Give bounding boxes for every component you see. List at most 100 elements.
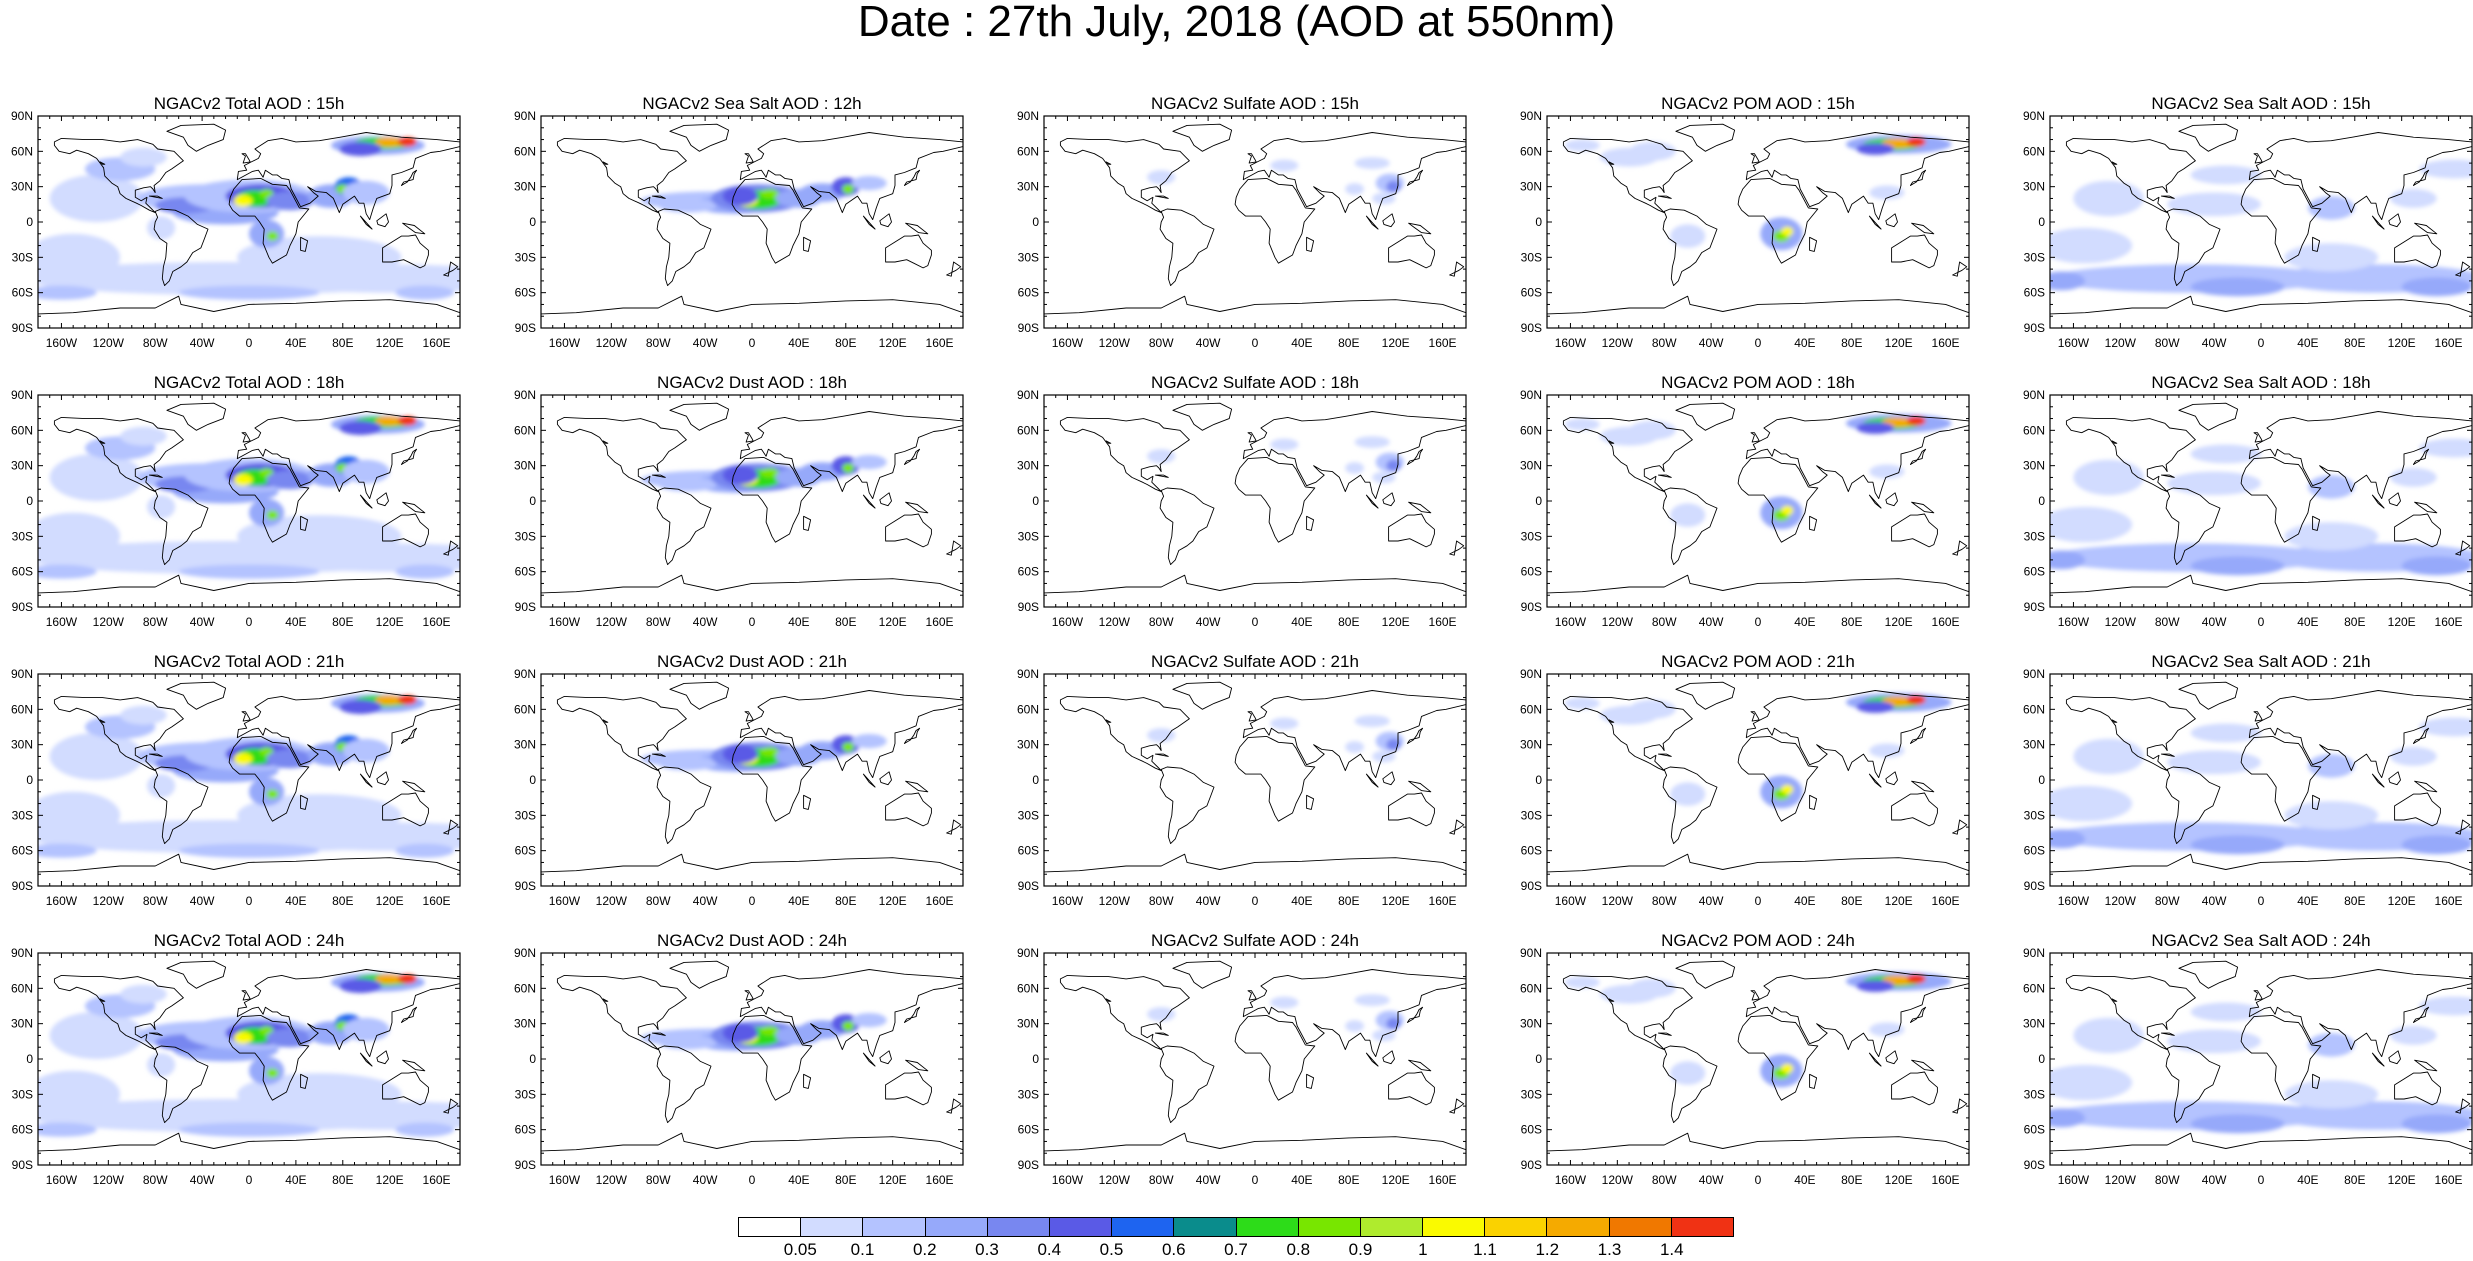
aod-map: 90N 60N 30N 0 30S 60S 90S 160W 120W 80W 40W 0 40E 80E…: [514, 388, 964, 629]
aod-field-blob: [2050, 506, 2133, 543]
lon-tick-label: 40E: [2297, 615, 2318, 629]
map-panel-sulfate-3: NGACv2 Sulfate AOD : 24h 90N 60N 30N 0 30S 60S…: [1006, 931, 1506, 1201]
aod-field-blob: [2190, 444, 2261, 464]
lon-tick-label: 80E: [835, 336, 856, 350]
coastline: [656, 1045, 712, 1124]
aod-field-blob: [397, 974, 417, 984]
aod-map: 90N 60N 30N 0 30S 60S 90S 160W 120W 80W 40W 0 40E 80E…: [1520, 667, 1970, 908]
coastline: [228, 1014, 310, 1101]
coastline: [400, 169, 418, 186]
lat-tick-label: 0: [1535, 1052, 1542, 1066]
aod-map: 90N 60N 30N 0 30S 60S 90S 160W 120W 80W 40W 0 40E 80E…: [1017, 946, 1467, 1187]
coastline: [443, 261, 459, 277]
lat-tick-label: 0: [2038, 215, 2045, 229]
colorbar-label: 1.2: [1535, 1240, 1560, 1259]
lon-tick-label: 40E: [1291, 894, 1312, 908]
lat-tick-label: 30S: [1521, 1087, 1542, 1101]
coastline: [803, 236, 812, 252]
page-title: Date : 27th July, 2018 (AOD at 550nm): [857, 0, 1616, 46]
coastline: [1059, 137, 1190, 214]
colorbar-swatch: [987, 1218, 1050, 1236]
coastline: [2414, 780, 2438, 793]
lat-tick-label: 90N: [11, 109, 33, 123]
lat-tick-label: 60N: [1017, 423, 1039, 437]
coastline: [443, 1098, 459, 1114]
coastline: [903, 169, 921, 186]
lon-tick-label: 40W: [1196, 1173, 1221, 1187]
aod-field-blob: [49, 732, 144, 780]
coastline: [556, 416, 687, 493]
lon-tick-label: 80W: [646, 615, 671, 629]
lat-tick-label: 30N: [1520, 1017, 1542, 1031]
lon-tick-label: 0: [749, 336, 756, 350]
panel-title: NGACv2 Total AOD : 21h: [153, 652, 345, 671]
aod-field-blob: [1856, 701, 1894, 713]
coastline: [541, 574, 963, 607]
lat-tick-label: 90S: [12, 600, 33, 614]
coastline: [1885, 213, 1898, 228]
aod-field-blob: [2307, 1033, 2355, 1057]
lat-tick-label: 60S: [515, 1123, 536, 1137]
lon-tick-label: 80E: [835, 1173, 856, 1187]
lon-tick-label: 0: [749, 894, 756, 908]
coastline: [2160, 195, 2175, 199]
aod-map: 90N 60N 30N 0 30S 60S 90S 160W 120W 80W 40W 0 40E 80E…: [2023, 109, 2473, 350]
lat-tick-label: 60S: [2024, 286, 2045, 300]
coastline: [1172, 960, 1233, 989]
coastline: [2160, 753, 2175, 757]
lon-tick-label: 120W: [2105, 336, 2137, 350]
panel-title: NGACv2 Sea Salt AOD : 15h: [2151, 94, 2371, 113]
lat-tick-label: 60S: [2024, 1123, 2045, 1137]
coastline: [2065, 974, 2196, 1051]
lon-tick-label: 80W: [143, 894, 168, 908]
coastline: [300, 236, 309, 252]
coastline: [53, 416, 184, 493]
aod-field-blob: [249, 498, 285, 527]
aod-field-blob: [1270, 717, 1299, 730]
lat-tick-label: 60N: [1017, 702, 1039, 716]
aod-field-blob: [178, 564, 320, 579]
coastline: [2371, 215, 2385, 230]
lat-tick-label: 60N: [11, 423, 33, 437]
lat-tick-label: 90S: [1521, 321, 1542, 335]
aod-field-blob: [339, 420, 382, 436]
coastline: [1657, 195, 1672, 199]
aod-field-blob: [1882, 696, 1916, 706]
aod-field-blob: [2190, 723, 2261, 743]
panel-title: NGACv2 POM AOD : 15h: [1661, 94, 1855, 113]
map-panel-dust-1: NGACv2 Dust AOD : 18h 90N 60N 30N 0 30S 60S 90S…: [503, 373, 1003, 643]
coastline: [2248, 969, 2472, 1058]
coastline: [1750, 432, 1760, 443]
lon-tick-label: 40W: [693, 894, 718, 908]
coastline: [2065, 695, 2196, 772]
coastline: [2160, 474, 2175, 478]
coastline: [1737, 177, 1819, 264]
coastline: [1885, 1050, 1898, 1065]
coastline: [236, 132, 460, 221]
lon-tick-label: 160W: [1052, 615, 1084, 629]
coastline: [556, 974, 687, 1051]
aod-map: 90N 60N 30N 0 30S 60S 90S 160W 120W 80W 40W 0 40E 80E…: [1520, 946, 1970, 1187]
map-panel-pom-1: NGACv2 POM AOD : 18h 90N 60N 30N 0 30S 60S 90S 1…: [1509, 373, 2009, 643]
lat-tick-label: 30N: [1017, 1017, 1039, 1031]
lon-tick-label: 40E: [1794, 894, 1815, 908]
lon-tick-label: 120W: [93, 894, 125, 908]
coastline: [946, 819, 962, 835]
aod-field-blob: [1856, 980, 1894, 992]
lon-tick-label: 160W: [1555, 336, 1587, 350]
lon-tick-label: 40E: [285, 615, 306, 629]
panel-title: NGACv2 Sulfate AOD : 18h: [1151, 373, 1359, 392]
panel-title: NGACv2 POM AOD : 18h: [1661, 373, 1855, 392]
coastline: [669, 402, 730, 431]
colorbar-label: 0.4: [1037, 1240, 1062, 1259]
aod-field-blob: [2401, 835, 2472, 855]
lat-tick-label: 30N: [2023, 1017, 2045, 1031]
aod-field-blob: [2190, 556, 2285, 576]
aod-field-blob: [339, 699, 382, 715]
coastline: [38, 853, 460, 886]
lon-tick-label: 80W: [646, 1173, 671, 1187]
coastline: [602, 161, 609, 165]
lat-tick-label: 30N: [2023, 738, 2045, 752]
coastline: [99, 719, 106, 723]
coastline: [1868, 494, 1882, 509]
